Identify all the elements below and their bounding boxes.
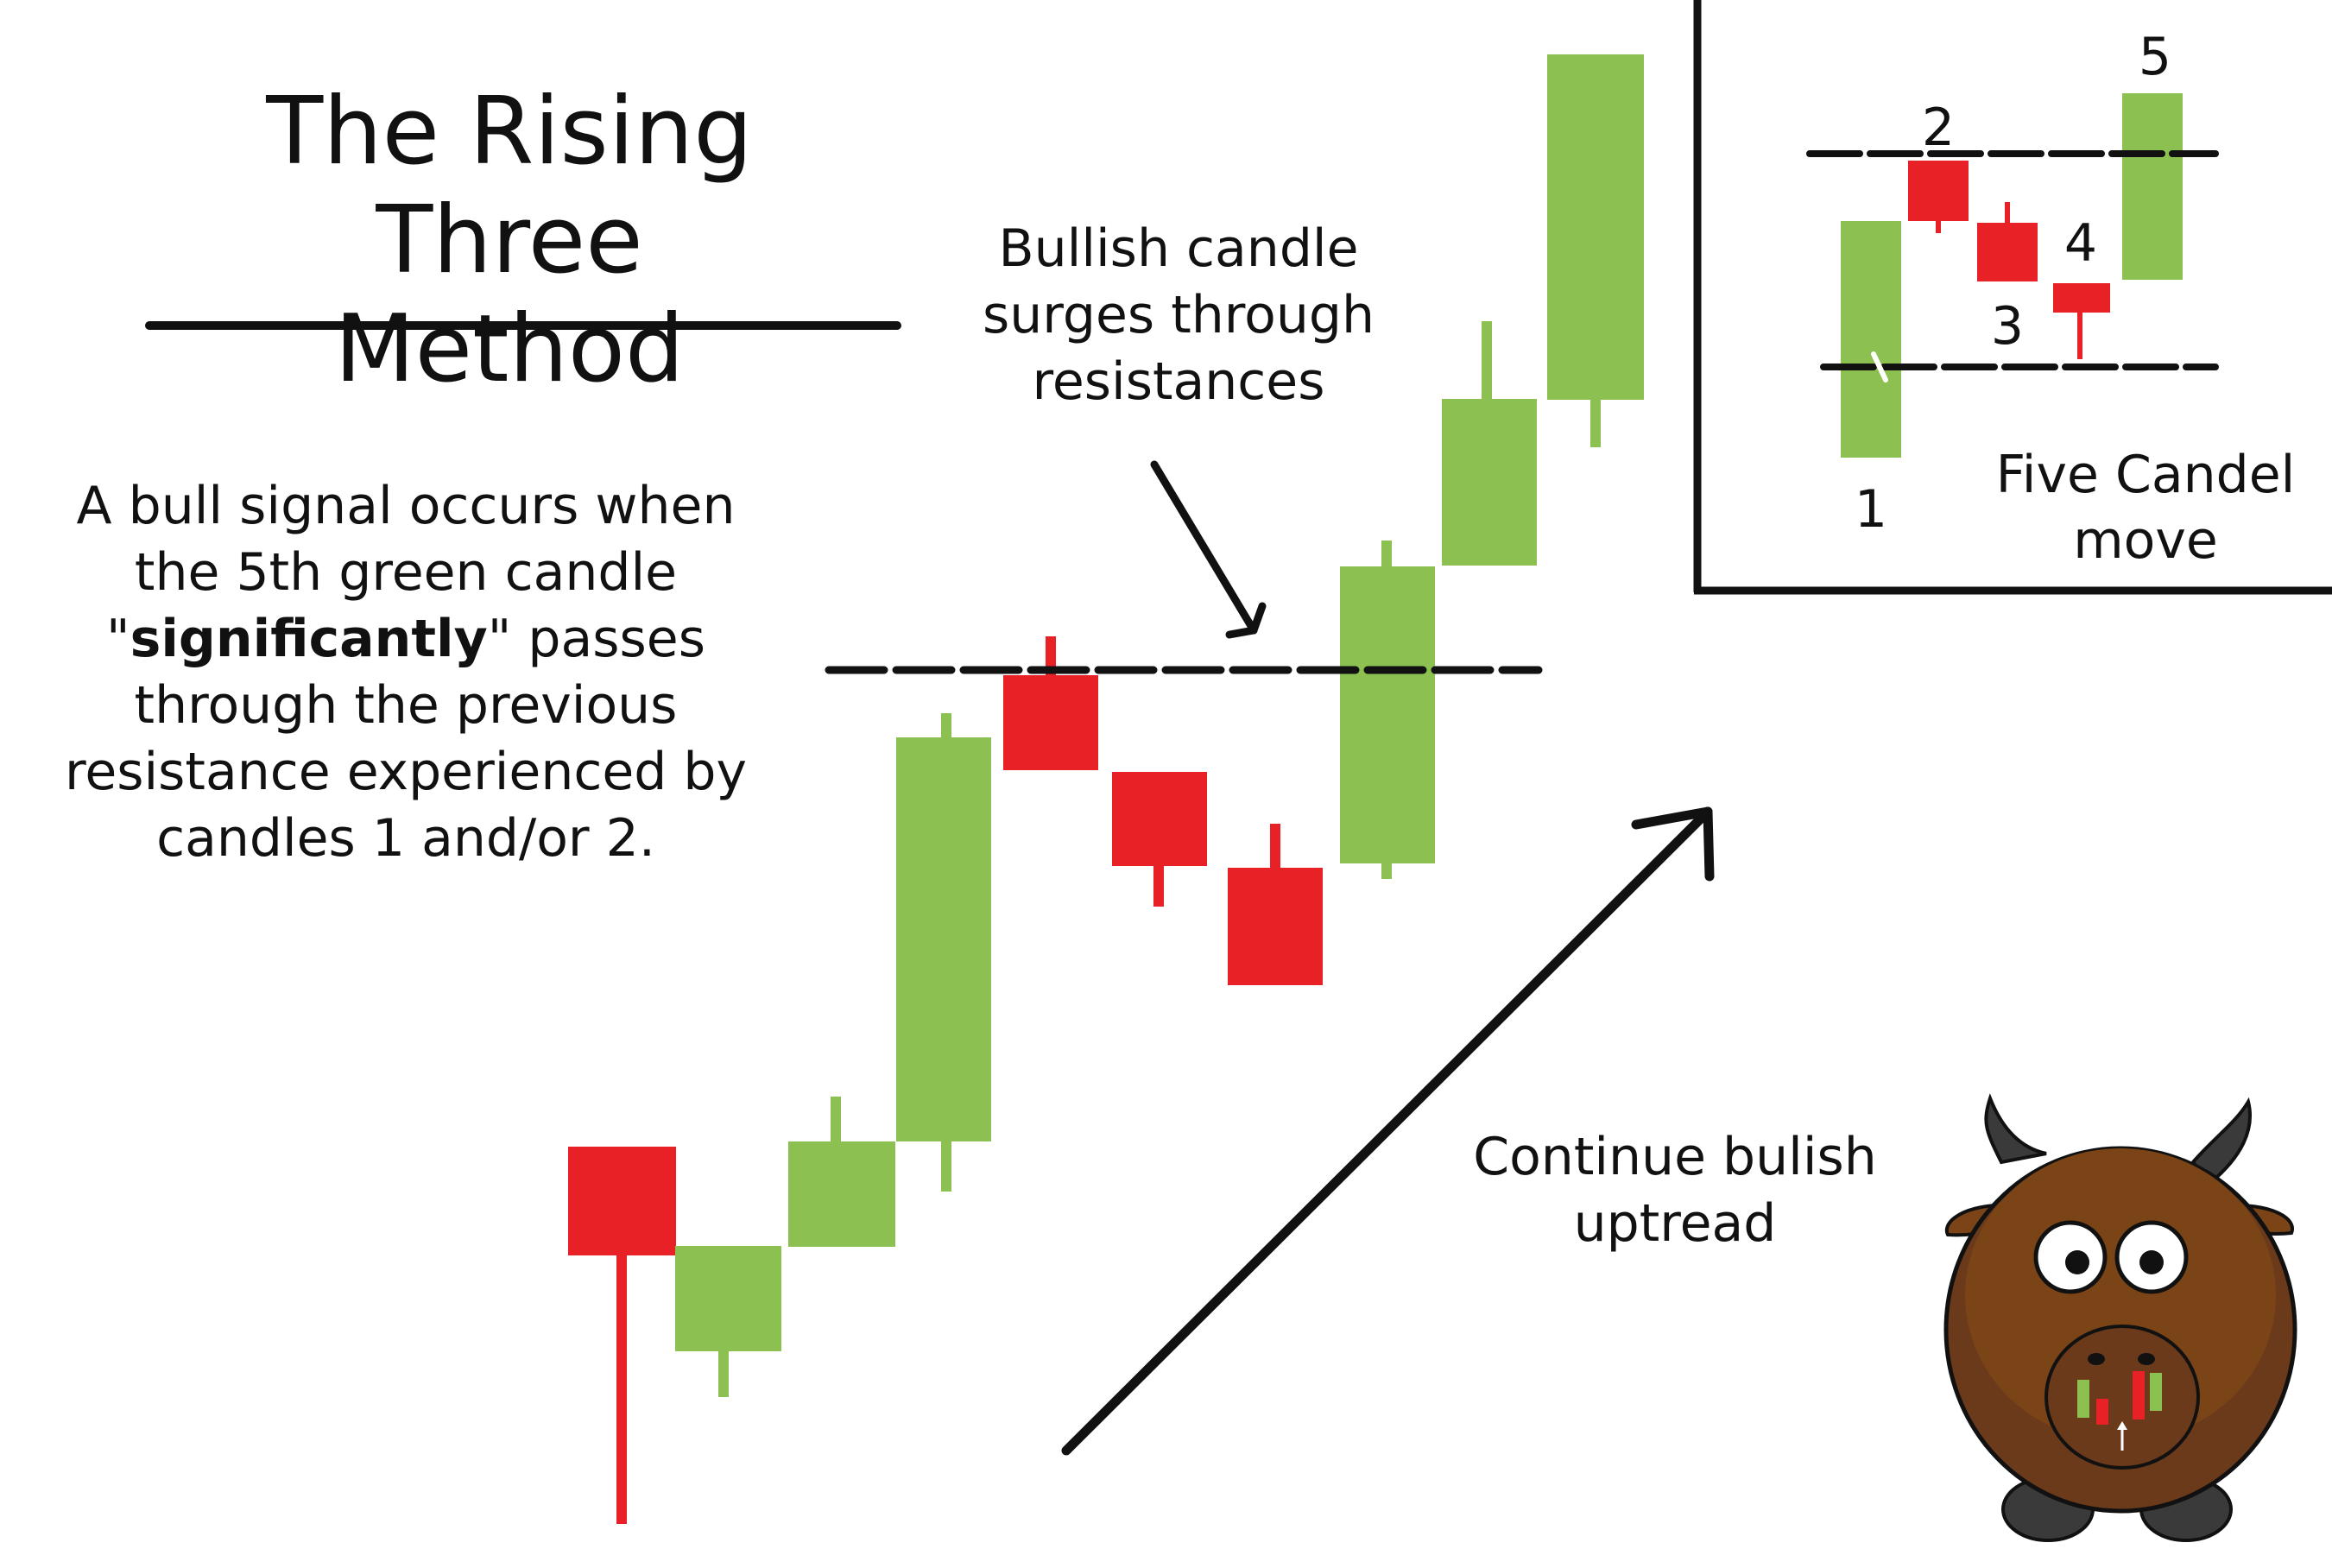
inset-label-2: 2 xyxy=(1921,98,1956,158)
title-line-1: The Rising Three xyxy=(266,78,753,294)
inset-frame xyxy=(1693,0,2332,595)
trend-callout: Continue bulish uptread xyxy=(1433,1124,1917,1257)
resistance-callout-line-1: Bullish candle xyxy=(998,218,1359,279)
main-candle-6 xyxy=(1112,772,1207,907)
bull-mascot-icon xyxy=(1943,1093,2297,1542)
inset-label-4: 4 xyxy=(2063,213,2098,274)
main-candle-2 xyxy=(675,1246,781,1397)
trend-arrow-icon xyxy=(1061,806,1715,1456)
title-line-2: Method xyxy=(334,295,685,403)
description-pre: A bull signal occurs when the 5th green … xyxy=(76,476,736,669)
title-underline xyxy=(145,321,901,330)
main-candle-3 xyxy=(788,1097,895,1247)
inset-label-1: 1 xyxy=(1854,479,1888,540)
page-title: The Rising Three Method xyxy=(130,78,889,404)
inset-caption: Five Candel move xyxy=(1973,442,2318,573)
main-candle-9 xyxy=(1442,321,1537,566)
resistance-callout: Bullish candle surges through resistance… xyxy=(932,216,1425,415)
inset-candle-4 xyxy=(2053,283,2110,359)
inset-candle-1 xyxy=(1841,221,1901,458)
trend-callout-line-1: Continue bulish xyxy=(1473,1127,1877,1187)
resistance-callout-line-3: resistances xyxy=(1032,351,1325,412)
description-post: " passes through the previous resistance… xyxy=(64,609,748,869)
main-candlesticks xyxy=(568,54,1644,1524)
main-candle-10 xyxy=(1547,54,1644,447)
inset-label-3: 3 xyxy=(1990,296,2025,357)
main-candle-4 xyxy=(896,713,991,1192)
inset-candle-2 xyxy=(1908,161,1969,233)
inset-candle-5 xyxy=(2122,93,2183,280)
resistance-callout-line-2: surges through xyxy=(983,285,1375,345)
description-text: A bull signal occurs when the 5th green … xyxy=(52,473,760,872)
main-candle-7 xyxy=(1228,824,1323,985)
inset-caption-line-2: move xyxy=(2073,510,2218,571)
main-candle-1 xyxy=(568,1147,676,1524)
callout-arrow-icon xyxy=(1150,460,1267,639)
inset-label-5: 5 xyxy=(2138,27,2172,87)
main-candle-8 xyxy=(1340,541,1435,879)
description-emphasis: significantly xyxy=(130,609,488,669)
inset-candle-3 xyxy=(1977,202,2038,281)
inset-caption-line-1: Five Candel xyxy=(1995,445,2296,505)
trend-callout-line-2: uptread xyxy=(1573,1193,1777,1254)
inset-candlesticks xyxy=(1841,93,2183,458)
main-candle-5 xyxy=(1003,636,1098,770)
